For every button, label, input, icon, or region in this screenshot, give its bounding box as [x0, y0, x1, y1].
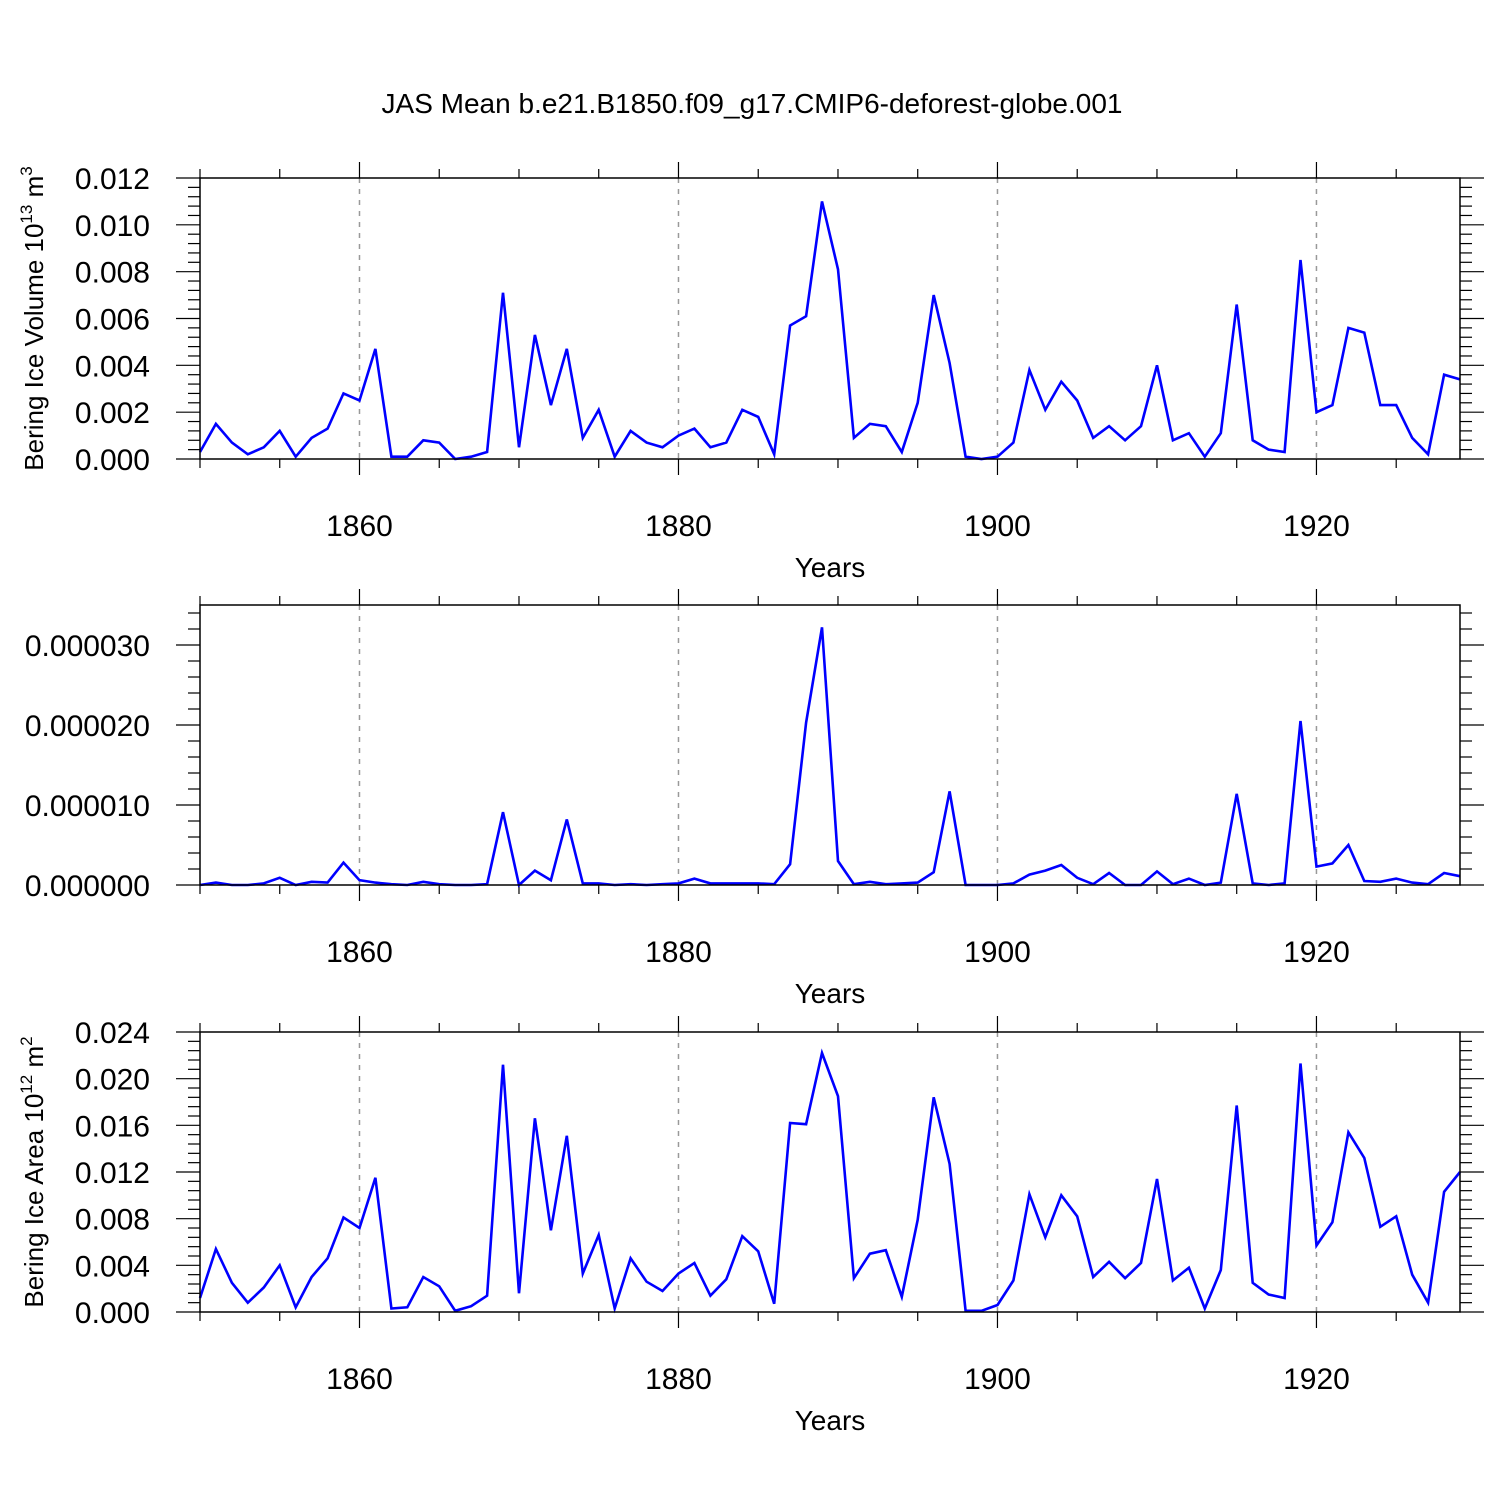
- y-tick-label: 0.000000: [25, 870, 150, 903]
- y-tick-label: 0.006: [75, 304, 150, 337]
- plot-frame: [199, 604, 1461, 886]
- x-tick-label: 1880: [645, 510, 712, 543]
- x-tick-label: 1920: [1283, 510, 1350, 543]
- y-tick-label: 0.000: [75, 444, 150, 477]
- y-tick-label: 0.012: [75, 1157, 150, 1190]
- x-axis-label: Years: [795, 552, 866, 583]
- x-tick-label: 1860: [326, 1363, 393, 1396]
- y-tick-label: 0.004: [75, 1250, 150, 1283]
- x-tick-label: 1880: [645, 936, 712, 969]
- chart-panel-1: 0.000 0.002 0.004 0.006 0.008 0.010 0.012 1860 1…: [17, 162, 1484, 583]
- chart-panels: 0.000 0.002 0.004 0.006 0.008 0.010 0.012 1860 1…: [17, 162, 1484, 1436]
- x-tick-label: 1920: [1283, 936, 1350, 969]
- y-tick-label: 0.016: [75, 1110, 150, 1143]
- y-axis-label-unit-exponent: 2: [17, 1036, 36, 1045]
- y-axis-label: Bering Ice Volume 1013 m3: [17, 166, 49, 470]
- figure-title: JAS Mean b.e21.B1850.f09_g17.CMIP6-defor…: [382, 88, 1123, 119]
- x-tick-label: 1900: [964, 1363, 1031, 1396]
- y-tick-label: 0.008: [75, 257, 150, 290]
- x-tick-label: 1900: [964, 936, 1031, 969]
- chart-panel-2: 0.000000 0.000010 0.000020 0.000030 1860 1880…: [25, 589, 1484, 1009]
- y-axis-label-unit-exponent: 3: [17, 166, 36, 175]
- x-tick-label: 1880: [645, 1363, 712, 1396]
- series-line-1: [198, 1048, 1462, 1314]
- y-tick-label: 0.000: [75, 1297, 150, 1330]
- y-tick-label: 0.002: [75, 397, 150, 430]
- plot-frame: [199, 1031, 1461, 1313]
- x-axis-label: Years: [795, 1405, 866, 1436]
- y-axis-label-exponent: 12: [17, 1075, 36, 1094]
- x-axis-label: Years: [795, 978, 866, 1009]
- y-tick-label: 0.024: [75, 1017, 150, 1050]
- y-tick-label: 0.008: [75, 1204, 150, 1237]
- x-tick-label: 1920: [1283, 1363, 1350, 1396]
- y-tick-label: 0.010: [75, 210, 150, 243]
- y-axis-label-exponent: 13: [17, 205, 36, 224]
- y-axis-label-text: Bering Ice Area 10: [19, 1094, 49, 1308]
- series-line-1: [198, 201, 1461, 461]
- chart-panel-3: 0.000 0.004 0.008 0.012 0.016 0.020 0.024 1860 1…: [17, 1016, 1484, 1436]
- y-tick-label: 0.004: [75, 350, 150, 383]
- y-tick-label: 0.000030: [25, 630, 150, 663]
- x-tick-label: 1860: [326, 510, 393, 543]
- x-tick-label: 1900: [964, 510, 1031, 543]
- y-tick-label: 0.012: [75, 163, 150, 196]
- y-axis-label: Bering Ice Area 1012 m2: [17, 1036, 49, 1307]
- y-tick-label: 0.000020: [25, 710, 150, 743]
- y-tick-label: 0.000010: [25, 790, 150, 823]
- y-tick-label: 0.020: [75, 1064, 150, 1097]
- x-tick-label: 1860: [326, 936, 393, 969]
- y-axis-label-text: Bering Ice Volume 10: [19, 224, 49, 471]
- y-axis-label-unit: m: [19, 1046, 49, 1075]
- y-axis-label-unit: m: [19, 176, 49, 205]
- plot-frame: [199, 177, 1461, 460]
